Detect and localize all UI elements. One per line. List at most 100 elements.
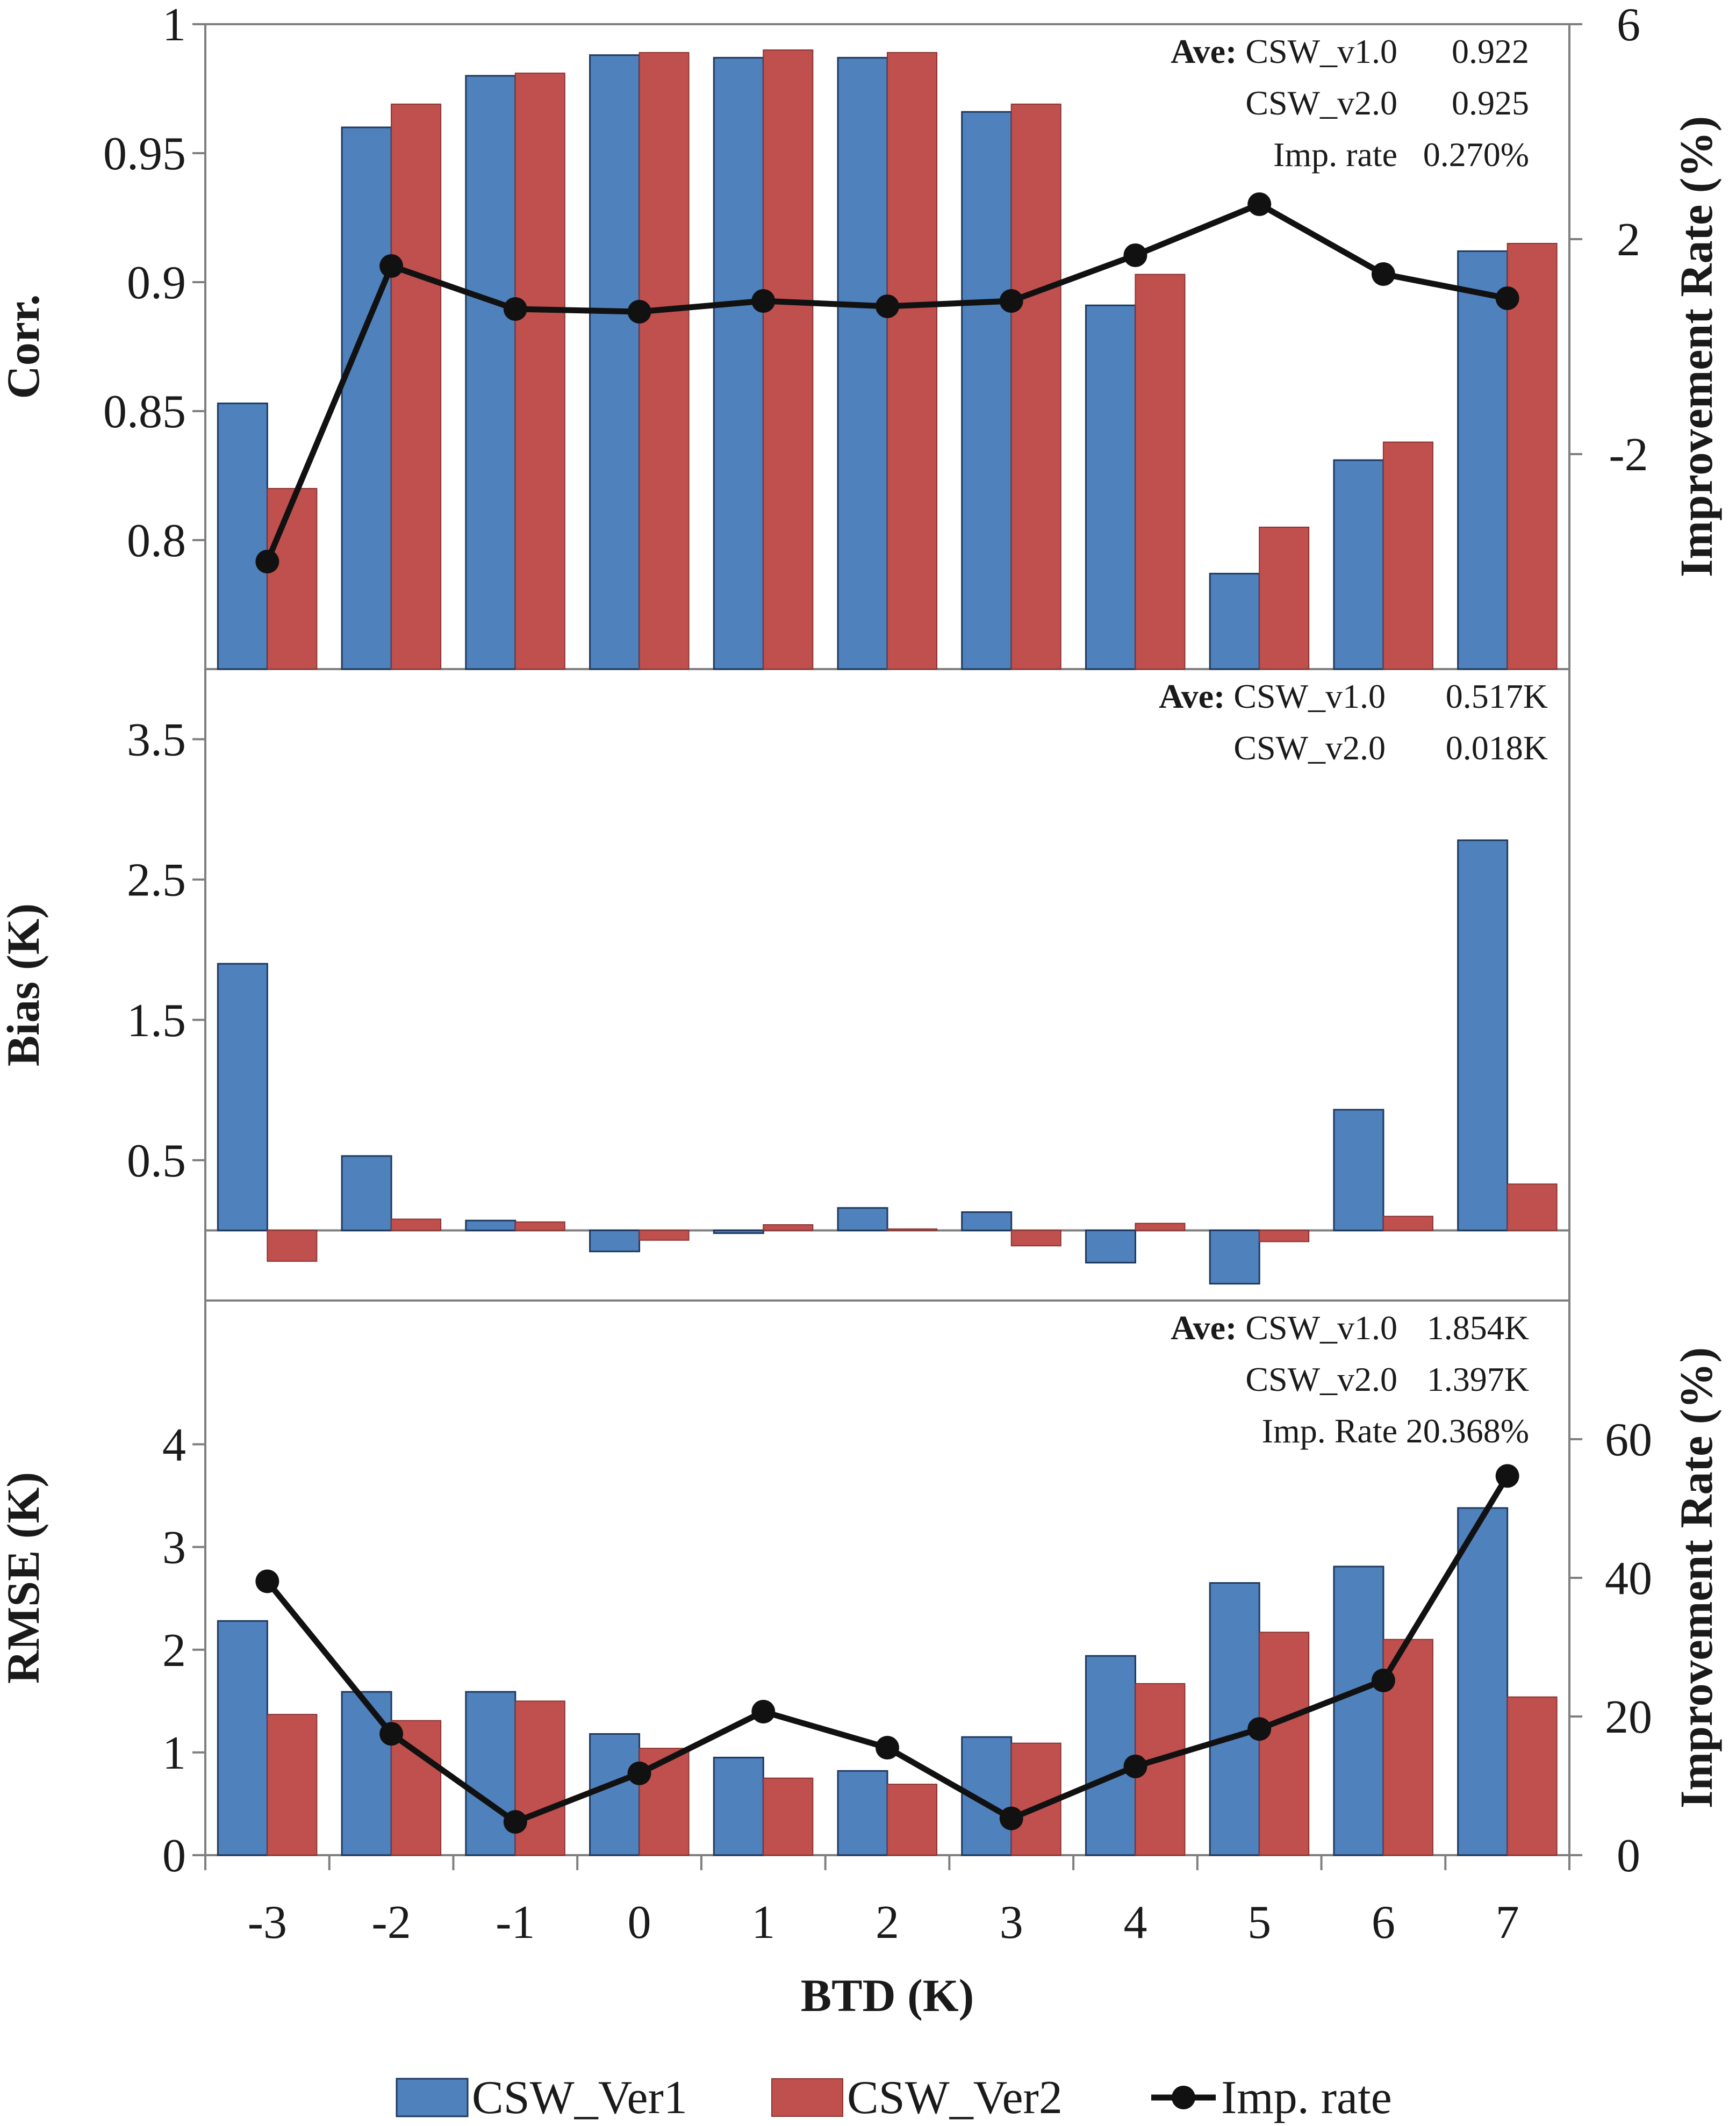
rmse-y2tick-label: 60: [1605, 1414, 1652, 1466]
rmse-bar-ver1: [589, 1733, 641, 1856]
rmse-stats-value: 20.368%: [1406, 1412, 1529, 1450]
panel-bias: 0.5 1.5 2.5 3.5 Bias (K) Ave: CSW_v1.0 0.517K C…: [0, 669, 1570, 1302]
bias-ytick-label: 2.5: [127, 854, 186, 907]
corr-ytick-label: 0.95: [103, 128, 186, 180]
corr-bar-ver2: [1382, 441, 1433, 670]
legend-swatch-ver2: [771, 2078, 843, 2117]
corr-ylabel: Corr.: [0, 294, 49, 399]
rmse-bar-ver1: [713, 1756, 764, 1856]
rmse-bar-ver1: [217, 1620, 268, 1856]
corr-stats-label-text: CSW_v2.0: [1245, 84, 1397, 122]
rmse-y2tick-label: 0: [1617, 1830, 1640, 1882]
rmse-stats-label: CSW_v2.0: [1245, 1360, 1397, 1398]
corr-ytick-label: 0.85: [103, 386, 186, 438]
rmse-stats-label: Ave: CSW_v1.0: [1171, 1309, 1397, 1347]
corr-stats-label: Imp. rate: [1273, 135, 1397, 174]
corr-imp-rate-point: [1371, 262, 1395, 286]
corr-stats-label-text: CSW_v1.0: [1245, 32, 1397, 70]
rmse-ytick-label: 3: [162, 1522, 186, 1574]
x-tick-label: 1: [751, 1897, 775, 1949]
bias-bar-ver1: [217, 963, 268, 1231]
corr-y2tick-label: 6: [1617, 0, 1640, 51]
x-tick-label: 2: [876, 1897, 899, 1949]
chart-panels: 0.8 0.85 0.9 0.95 1 Corr. -2 2 6 Improvement Rate…: [0, 0, 1722, 1882]
corr-bar-ver2: [887, 52, 937, 670]
x-tick-label: 6: [1372, 1897, 1395, 1949]
rmse-stats-prefix: Ave:: [1171, 1309, 1245, 1347]
corr-stats-label-text: Imp. rate: [1273, 135, 1397, 174]
bias-bar-ver1: [713, 1229, 764, 1234]
panel-corr: 0.8 0.85 0.9 0.95 1 Corr. -2 2 6 Improvement Rate…: [0, 0, 1722, 670]
rmse-bar-ver2: [1507, 1696, 1558, 1856]
rmse-imp-rate-line: [265, 1474, 1510, 1826]
x-tick-label: -2: [371, 1897, 411, 1949]
rmse-imp-rate-point: [1247, 1717, 1272, 1741]
corr-bar-ver1: [217, 403, 268, 670]
rmse-bar-ver1: [1333, 1565, 1385, 1856]
bias-bar-ver1: [961, 1211, 1013, 1231]
corr-bar-ver2: [1507, 243, 1558, 670]
bias-bar-ver2: [763, 1224, 814, 1231]
corr-bar-ver1: [837, 56, 888, 670]
corr-bar-ver2: [514, 73, 565, 670]
rmse-ytick-label: 2: [162, 1625, 186, 1677]
x-tick-label: 5: [1247, 1897, 1271, 1949]
bias-stats-label-text: CSW_v2.0: [1233, 729, 1386, 767]
bias-bar-ver1: [837, 1207, 888, 1231]
rmse-stats-label-text: CSW_v2.0: [1245, 1360, 1397, 1398]
corr-bar-ver1: [465, 75, 517, 670]
rmse-y2label: Improvement Rate (%): [1670, 1347, 1722, 1808]
bias-ylabel: Bias (K): [0, 903, 49, 1066]
rmse-ylabel: RMSE (K): [0, 1472, 49, 1684]
corr-imp-rate-point: [751, 289, 776, 313]
rmse-imp-rate-point: [999, 1806, 1023, 1830]
x-tick-label: -1: [496, 1897, 535, 1949]
legend-label-imp: Imp. rate: [1221, 2072, 1392, 2124]
rmse-stats-value: 1.397K: [1427, 1360, 1529, 1398]
rmse-bar-ver1: [341, 1691, 392, 1856]
legend-marker-imp: [1172, 2086, 1195, 2109]
rmse-bar-ver1: [1085, 1655, 1136, 1856]
bias-bar-ver2: [1382, 1216, 1433, 1231]
corr-imp-rate-point: [503, 297, 527, 321]
bias-bar-ver2: [1259, 1230, 1310, 1242]
bias-bar-ver2: [514, 1221, 565, 1231]
corr-imp-rate-point: [1123, 243, 1147, 267]
corr-bar-ver2: [763, 49, 814, 670]
rmse-bar-ver2: [887, 1784, 937, 1856]
corr-bar-ver2: [391, 103, 442, 670]
corr-bar-ver1: [341, 126, 392, 670]
rmse-bar-ver1: [837, 1770, 888, 1856]
rmse-stats-label-text: CSW_v1.0: [1245, 1309, 1397, 1347]
bias-bar-ver2: [1010, 1230, 1061, 1247]
bias-bar-ver2: [887, 1228, 937, 1231]
bias-bar-ver1: [1457, 839, 1509, 1231]
legend-swatch-ver1: [396, 2078, 469, 2117]
x-tick-label: 4: [1123, 1897, 1147, 1949]
corr-imp-rate-point: [999, 289, 1023, 313]
bias-bar-ver2: [639, 1230, 690, 1241]
corr-imp-rate-point: [1247, 192, 1272, 216]
rmse-imp-rate-point: [1495, 1464, 1519, 1488]
bias-bar-ver2: [1507, 1183, 1558, 1231]
x-tick-label: -3: [248, 1897, 287, 1949]
corr-stats-value: 0.922: [1452, 32, 1529, 70]
rmse-imp-rate-point: [876, 1736, 899, 1760]
corr-bar-ver1: [1085, 304, 1136, 670]
legend-label-ver1: CSW_Ver1: [472, 2072, 687, 2124]
corr-stats-value: 0.925: [1452, 84, 1529, 122]
bias-bar-ver1: [1209, 1229, 1260, 1285]
rmse-bar-ver1: [1457, 1507, 1509, 1856]
bias-ytick-label: 3.5: [127, 714, 186, 766]
rmse-imp-rate-point: [1371, 1668, 1395, 1692]
bias-ytick-label: 0.5: [127, 1135, 186, 1187]
bias-bar-ver2: [267, 1230, 318, 1262]
panel-rmse: 0 1 2 3 4 RMSE (K) 0 20 40 60 Improvement Rate (%)…: [0, 1301, 1722, 1882]
corr-bar-ver2: [1010, 103, 1061, 670]
legend-label-ver2: CSW_Ver2: [847, 2072, 1063, 2124]
rmse-stats-label-text: Imp. Rate: [1262, 1412, 1397, 1450]
x-tick-label: 7: [1496, 1897, 1519, 1949]
legend: CSW_Ver1 CSW_Ver2 Imp. rate: [396, 2072, 1392, 2124]
corr-imp-rate-point: [379, 254, 404, 278]
